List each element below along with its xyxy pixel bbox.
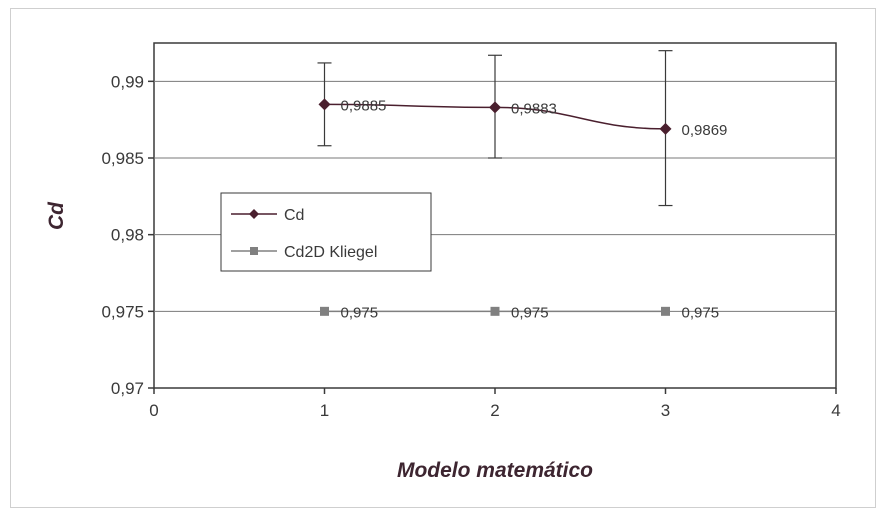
x-tick-label: 0 <box>149 401 158 420</box>
data-point <box>489 101 501 114</box>
y-tick-label: 0,97 <box>111 379 144 398</box>
legend-label: Cd <box>284 207 304 224</box>
x-tick-label: 2 <box>490 401 499 420</box>
legend-marker <box>249 209 259 219</box>
series-cd: 0,9885 0,9883 0,9869 <box>317 50 728 207</box>
legend: Cd Cd2D Kliegel <box>220 192 432 272</box>
x-axis-ticks: 0 1 2 3 4 <box>149 388 841 420</box>
data-label: 0,975 <box>511 304 549 321</box>
y-tick-label: 0,98 <box>111 226 144 245</box>
legend-item: Cd <box>231 207 304 224</box>
data-point <box>320 306 329 316</box>
x-axis-title: Modelo matemático <box>397 459 593 482</box>
series-cd2d-kliegel: 0,975 0,975 0,975 <box>320 304 719 321</box>
data-label: 0,9885 <box>341 97 387 114</box>
y-tick-label: 0,99 <box>111 72 144 91</box>
data-point <box>659 122 672 135</box>
y-tick-label: 0,985 <box>101 149 144 168</box>
data-point <box>490 306 500 316</box>
legend-item: Cd2D Kliegel <box>231 244 377 261</box>
data-label: 0,9883 <box>511 100 557 117</box>
data-label: 0,975 <box>682 304 720 321</box>
data-label: 0,975 <box>341 304 379 321</box>
y-axis-ticks: 0,97 0,975 0,98 0,985 0,99 <box>101 72 154 398</box>
legend-label: Cd2D Kliegel <box>284 244 377 261</box>
x-tick-label: 1 <box>320 401 329 420</box>
y-axis-title: Cd <box>45 201 68 230</box>
data-point <box>661 306 670 316</box>
data-label: 0,9869 <box>682 122 728 139</box>
series-layer: 0,9885 0,9883 0,9869 0,975 0,975 0,975 <box>317 50 728 321</box>
y-tick-label: 0,975 <box>101 302 144 321</box>
legend-marker <box>250 247 258 255</box>
x-tick-label: 3 <box>661 401 670 420</box>
x-tick-label: 4 <box>831 401 840 420</box>
legend-box <box>220 192 432 272</box>
data-point <box>318 98 331 111</box>
